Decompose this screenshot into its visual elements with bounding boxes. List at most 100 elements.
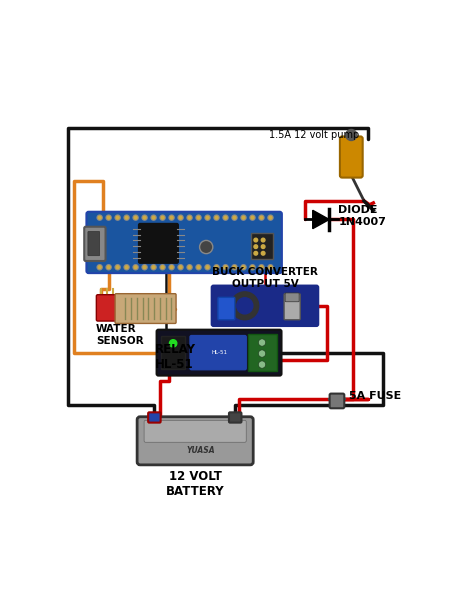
Circle shape [269,216,272,219]
Circle shape [241,265,246,270]
Circle shape [143,216,146,219]
Circle shape [161,266,164,269]
Circle shape [251,216,254,219]
FancyBboxPatch shape [218,297,235,320]
Circle shape [205,215,210,220]
Text: 12 VOLT
BATTERY: 12 VOLT BATTERY [166,470,225,498]
Circle shape [151,215,156,220]
Circle shape [115,215,120,220]
Circle shape [188,216,191,219]
Circle shape [116,266,119,269]
Circle shape [261,251,265,255]
Circle shape [223,215,228,220]
Circle shape [97,265,102,270]
FancyBboxPatch shape [340,137,363,178]
Circle shape [254,251,257,255]
Circle shape [268,265,273,270]
Circle shape [106,265,111,270]
Circle shape [143,266,146,269]
FancyBboxPatch shape [88,232,100,256]
FancyBboxPatch shape [329,394,344,408]
Circle shape [124,215,129,220]
FancyBboxPatch shape [284,294,300,320]
Circle shape [170,216,173,219]
FancyBboxPatch shape [96,295,119,321]
FancyBboxPatch shape [229,413,241,423]
FancyBboxPatch shape [148,413,161,423]
Text: YUASA: YUASA [186,446,215,454]
Circle shape [133,215,138,220]
Circle shape [233,216,236,219]
Circle shape [187,215,192,220]
Circle shape [152,266,155,269]
Circle shape [232,215,237,220]
Circle shape [250,265,255,270]
Circle shape [250,215,255,220]
Circle shape [237,298,253,314]
Circle shape [206,216,209,219]
FancyBboxPatch shape [86,212,282,273]
Polygon shape [313,210,329,229]
Circle shape [224,216,227,219]
Circle shape [152,216,155,219]
Circle shape [115,265,120,270]
Circle shape [142,265,147,270]
Text: 1.5A 12 volt pump: 1.5A 12 volt pump [269,130,359,140]
Circle shape [251,266,254,269]
Circle shape [97,215,102,220]
Circle shape [151,265,156,270]
Circle shape [170,340,177,347]
Circle shape [187,265,192,270]
Text: HL-51: HL-51 [211,350,227,355]
Circle shape [233,266,236,269]
Text: RELAY
HL-51: RELAY HL-51 [155,343,196,371]
Circle shape [232,265,237,270]
Circle shape [169,215,174,220]
Circle shape [215,266,218,269]
FancyBboxPatch shape [285,293,299,302]
Circle shape [258,339,266,346]
Circle shape [125,266,128,269]
Circle shape [205,265,210,270]
Circle shape [169,265,174,270]
Circle shape [268,215,273,220]
Text: DIODE
1N4007: DIODE 1N4007 [338,205,386,226]
FancyBboxPatch shape [115,294,176,323]
Circle shape [214,265,219,270]
Circle shape [107,216,110,219]
Circle shape [224,266,227,269]
Circle shape [134,266,137,269]
FancyBboxPatch shape [137,417,253,465]
Circle shape [197,216,200,219]
Text: 5A FUSE: 5A FUSE [349,391,401,401]
Circle shape [98,266,101,269]
Circle shape [214,215,219,220]
FancyBboxPatch shape [251,233,273,259]
Circle shape [223,265,228,270]
FancyBboxPatch shape [212,285,318,326]
Circle shape [196,265,201,270]
Circle shape [242,266,245,269]
FancyBboxPatch shape [138,223,178,263]
Circle shape [160,215,165,220]
Circle shape [98,216,101,219]
Circle shape [231,292,259,320]
FancyBboxPatch shape [161,336,185,369]
Circle shape [206,266,209,269]
Circle shape [196,215,201,220]
Circle shape [259,215,264,220]
Circle shape [242,216,245,219]
Circle shape [261,238,265,242]
Circle shape [254,245,257,248]
Circle shape [125,216,128,219]
Circle shape [170,266,173,269]
Circle shape [258,361,266,368]
Circle shape [261,245,265,248]
Circle shape [116,216,119,219]
Text: WATER
SENSOR: WATER SENSOR [96,324,144,346]
Circle shape [134,216,137,219]
Circle shape [346,129,357,141]
Circle shape [258,350,266,357]
Circle shape [178,265,183,270]
Circle shape [161,216,164,219]
